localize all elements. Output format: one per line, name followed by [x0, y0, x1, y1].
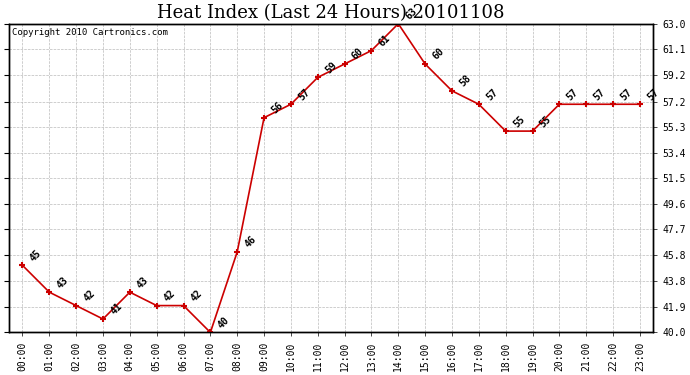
Text: 58: 58 — [457, 73, 473, 88]
Text: 43: 43 — [55, 274, 70, 290]
Text: 42: 42 — [81, 288, 97, 303]
Text: 43: 43 — [135, 274, 150, 290]
Text: 57: 57 — [619, 87, 634, 102]
Text: 42: 42 — [189, 288, 204, 303]
Text: 41: 41 — [108, 302, 124, 317]
Text: 40: 40 — [216, 315, 231, 330]
Text: 60: 60 — [431, 46, 446, 62]
Text: 60: 60 — [350, 46, 366, 62]
Text: 63: 63 — [404, 6, 420, 21]
Text: 57: 57 — [565, 87, 580, 102]
Text: 56: 56 — [270, 100, 285, 116]
Text: 45: 45 — [28, 248, 43, 263]
Title: Heat Index (Last 24 Hours) 20101108: Heat Index (Last 24 Hours) 20101108 — [157, 4, 505, 22]
Text: Copyright 2010 Cartronics.com: Copyright 2010 Cartronics.com — [12, 28, 168, 38]
Text: 57: 57 — [297, 87, 312, 102]
Text: 46: 46 — [243, 234, 258, 250]
Text: 57: 57 — [645, 87, 661, 102]
Text: 42: 42 — [162, 288, 177, 303]
Text: 61: 61 — [377, 33, 393, 48]
Text: 57: 57 — [592, 87, 607, 102]
Text: 55: 55 — [511, 114, 526, 129]
Text: 57: 57 — [484, 87, 500, 102]
Text: 55: 55 — [538, 114, 553, 129]
Text: 59: 59 — [324, 60, 339, 75]
